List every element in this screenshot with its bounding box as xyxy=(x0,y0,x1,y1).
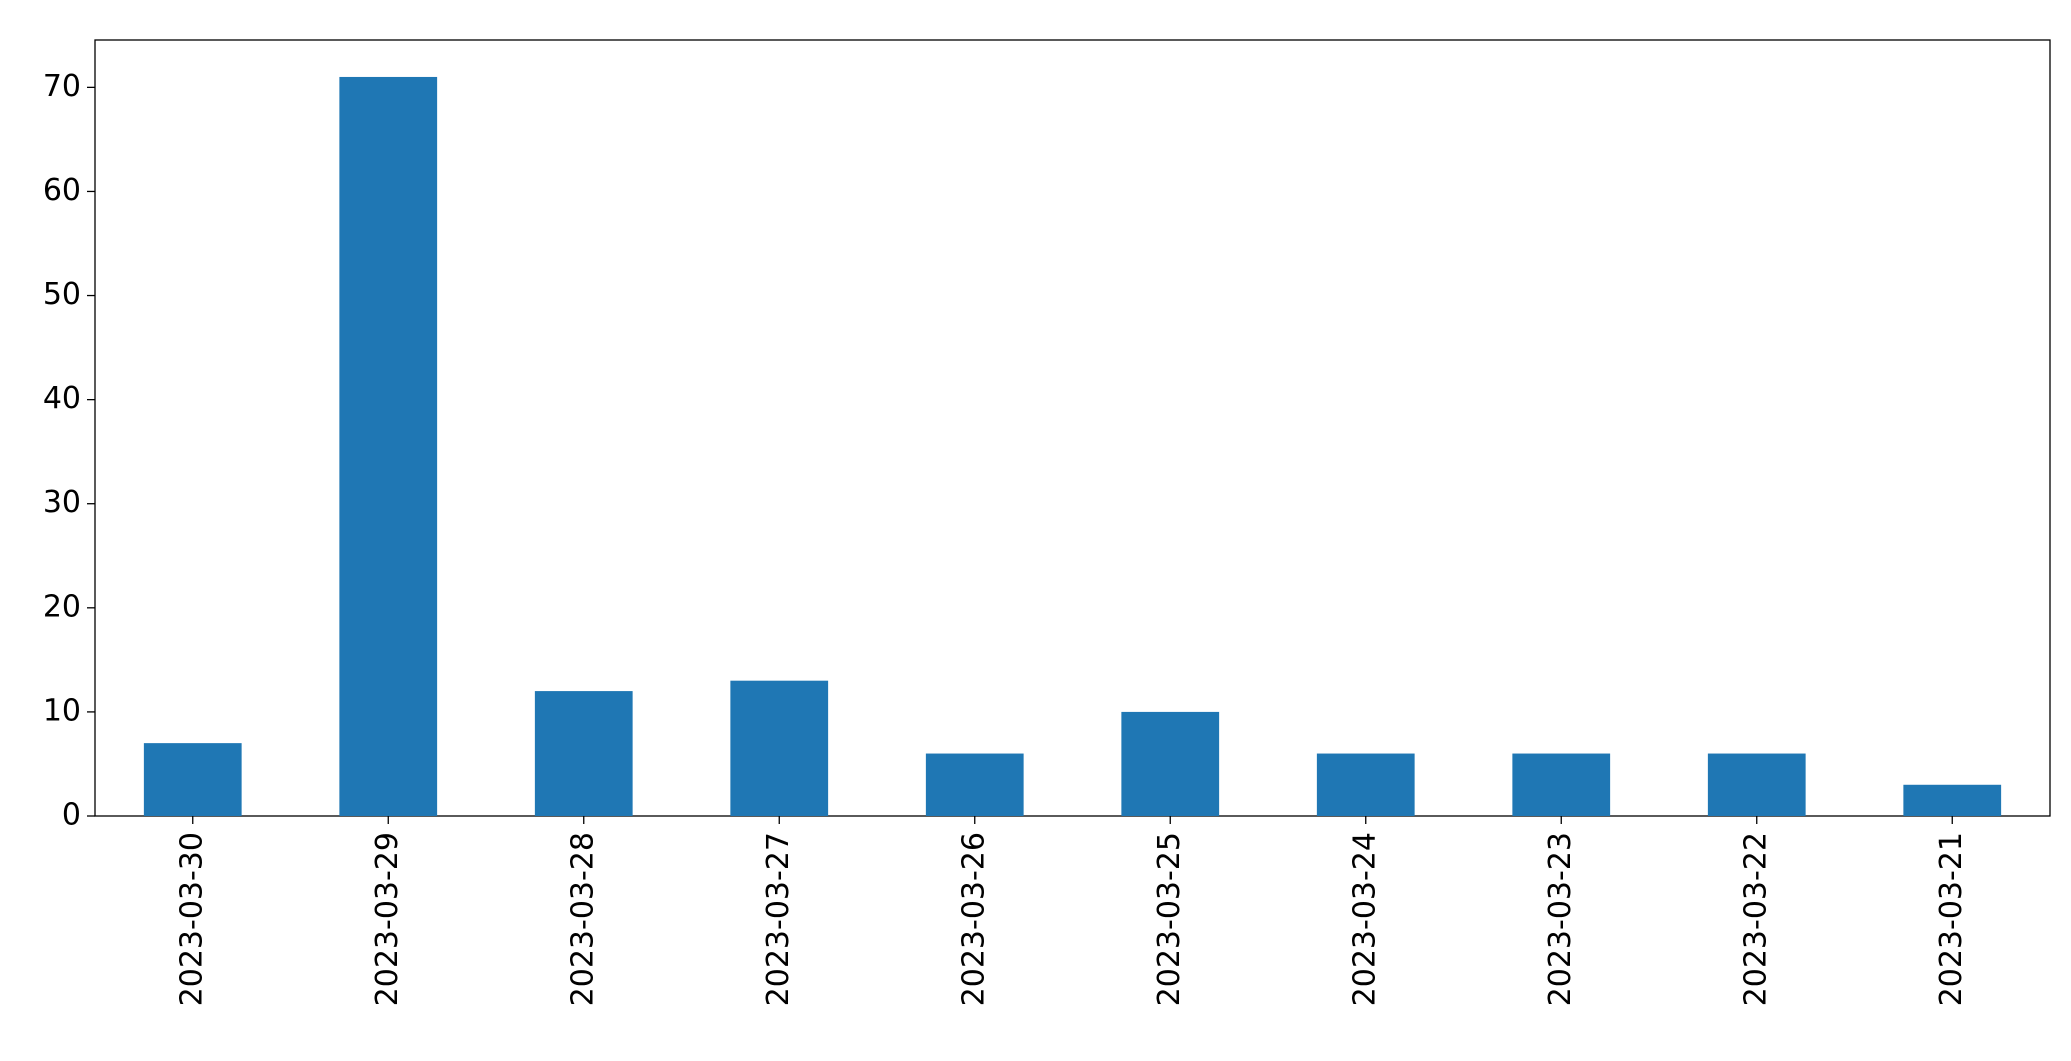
y-tick-label: 60 xyxy=(43,173,81,208)
y-tick-label: 30 xyxy=(43,485,81,520)
x-tick-label: 2023-03-27 xyxy=(761,832,796,1006)
bar xyxy=(730,680,829,816)
x-tick-label: 2023-03-22 xyxy=(1738,832,1773,1006)
plot-frame xyxy=(94,39,2051,817)
x-tick-label: 2023-03-25 xyxy=(1152,832,1187,1006)
y-tick-label: 20 xyxy=(43,589,81,624)
x-tick-label: 2023-03-26 xyxy=(956,832,991,1006)
x-tick-label: 2023-03-23 xyxy=(1543,832,1578,1006)
bar xyxy=(1707,753,1806,816)
x-tick-label: 2023-03-28 xyxy=(565,832,600,1006)
bar xyxy=(1316,753,1415,816)
x-tick-label: 2023-03-21 xyxy=(1934,832,1969,1006)
bar xyxy=(339,76,438,816)
bar xyxy=(1512,753,1611,816)
bar xyxy=(1121,711,1220,816)
bar xyxy=(925,753,1024,816)
x-tick-label: 2023-03-30 xyxy=(174,832,209,1006)
y-tick-label: 50 xyxy=(43,277,81,312)
x-tick-label: 2023-03-24 xyxy=(1347,832,1382,1006)
x-tick-label: 2023-03-29 xyxy=(370,832,405,1006)
y-tick-label: 40 xyxy=(43,381,81,416)
y-tick-label: 0 xyxy=(62,798,81,833)
bar xyxy=(1903,784,2002,816)
y-tick-label: 10 xyxy=(43,693,81,728)
y-tick-label: 70 xyxy=(43,69,81,104)
bar xyxy=(534,691,633,816)
bar xyxy=(143,743,242,816)
